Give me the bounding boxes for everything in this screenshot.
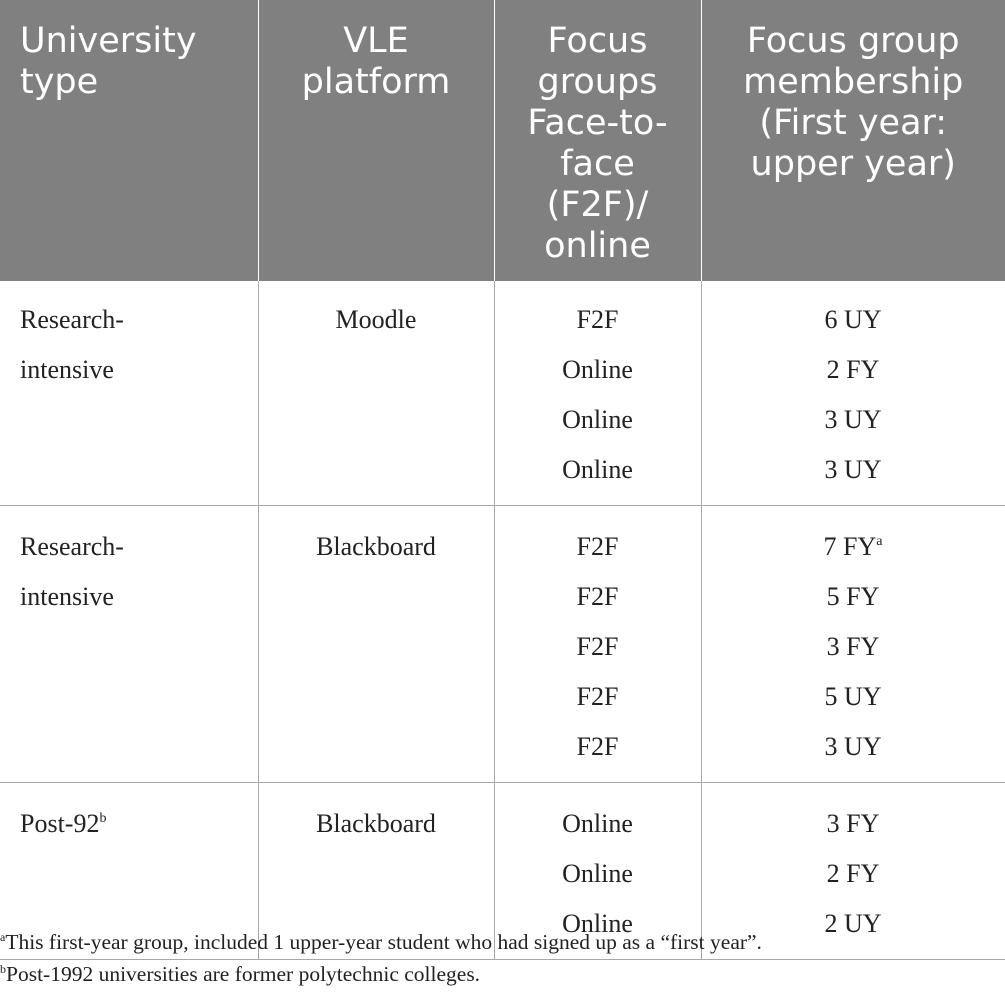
focus-group-mode: Online <box>562 455 633 484</box>
membership-value: 5 UY <box>824 682 882 711</box>
vle-platform-value: Moodle <box>335 305 417 334</box>
focus-group-table: University type VLE platform Focus group… <box>0 0 1005 960</box>
cell-membership: 7 FYa 5 FY 3 FY 5 UY 3 UY <box>700 505 1005 783</box>
header-vle-platform: VLE platform <box>257 0 494 281</box>
focus-group-mode: F2F <box>576 305 619 334</box>
table-footnotes: aThis first-year group, included 1 upper… <box>0 926 1005 990</box>
focus-group-mode: F2F <box>576 682 619 711</box>
membership-value: 3 FY <box>826 632 880 661</box>
cell-university-type: Post-92b <box>0 782 258 960</box>
university-type-line: Research- <box>20 305 124 334</box>
cell-membership: 3 FY 2 FY 2 UY <box>700 782 1005 960</box>
university-type-line: Research- <box>20 532 124 561</box>
membership-value: 2 UY <box>824 909 882 938</box>
footnote-marker: b <box>0 962 6 976</box>
focus-group-mode: F2F <box>576 532 619 561</box>
university-type-line: intensive <box>20 582 114 611</box>
membership-value: 3 FY <box>826 809 880 838</box>
footnote-text: Post-1992 universities are former polyte… <box>6 962 481 986</box>
membership-entry: 3 UY <box>722 445 985 495</box>
membership-entry: 5 FY <box>722 572 985 622</box>
header-row: University type VLE platform Focus group… <box>0 0 1005 281</box>
header-university-type: University type <box>0 0 258 281</box>
header-membership: Focus group membership (First year: uppe… <box>700 0 1005 281</box>
footnote-marker: a <box>876 534 883 549</box>
footnote-a: aThis first-year group, included 1 upper… <box>0 926 1005 958</box>
cell-focus-group-mode: F2F F2F F2F F2F F2F <box>493 505 701 783</box>
header-focus-groups: Focus groups Face-to-face (F2F)/ online <box>493 0 701 281</box>
cell-vle-platform: Blackboard <box>257 505 494 783</box>
cell-vle-platform: Moodle <box>257 281 494 506</box>
focus-group-mode: Online <box>562 355 633 384</box>
cell-vle-platform: Blackboard <box>257 782 494 960</box>
membership-entry: 3 FY <box>722 622 985 672</box>
cell-membership: 6 UY 2 FY 3 UY 3 UY <box>700 281 1005 506</box>
membership-entry: 3 FY <box>722 799 985 849</box>
membership-entry: 3 UY <box>722 395 985 445</box>
table-row: Research-intensive Moodle F2F Online Online O… <box>0 281 1005 506</box>
membership-value: 5 FY <box>826 582 880 611</box>
focus-group-mode: Online <box>562 405 633 434</box>
university-type-text: Post-92 <box>20 809 100 838</box>
membership-entry: 6 UY <box>722 295 985 345</box>
focus-group-mode: Online <box>562 909 633 938</box>
footnote-marker: a <box>0 930 6 944</box>
focus-group-mode: F2F <box>576 732 619 761</box>
membership-entry: 3 UY <box>722 722 985 772</box>
focus-group-mode: F2F <box>576 632 619 661</box>
table-row: Post-92b Blackboard Online Online Online 3 FY… <box>0 782 1005 960</box>
membership-value: 3 UY <box>824 455 882 484</box>
cell-focus-group-mode: Online Online Online <box>493 782 701 960</box>
membership-entry: 5 UY <box>722 672 985 722</box>
membership-value: 3 UY <box>824 405 882 434</box>
membership-entry: 2 FY <box>722 345 985 395</box>
vle-platform-value: Blackboard <box>316 532 436 561</box>
table-row: Research-intensive Blackboard F2F F2F F2F F2F… <box>0 505 1005 783</box>
focus-group-mode: F2F <box>576 582 619 611</box>
membership-entry: 2 FY <box>722 849 985 899</box>
university-type-line: Post-92b <box>20 799 238 849</box>
footnote-text: This first-year group, included 1 upper-… <box>5 930 762 954</box>
table-body: Research-intensive Moodle F2F Online Online O… <box>0 281 1005 960</box>
membership-value: 7 FY <box>823 532 877 561</box>
table-header: University type VLE platform Focus group… <box>0 0 1005 281</box>
membership-value: 6 UY <box>824 305 882 334</box>
focus-group-mode: Online <box>562 859 633 888</box>
focus-group-mode: Online <box>562 809 633 838</box>
cell-focus-group-mode: F2F Online Online Online <box>493 281 701 506</box>
cell-university-type: Research-intensive <box>0 505 258 783</box>
membership-value: 2 FY <box>826 859 880 888</box>
membership-entry: 2 UY <box>722 899 985 949</box>
vle-platform-value: Blackboard <box>316 809 436 838</box>
footnote-b: bPost-1992 universities are former polyt… <box>0 958 1005 990</box>
university-type-line: intensive <box>20 355 114 384</box>
membership-value: 2 FY <box>826 355 880 384</box>
membership-value: 3 UY <box>824 732 882 761</box>
membership-entry: 7 FYa <box>722 522 985 572</box>
cell-university-type: Research-intensive <box>0 281 258 506</box>
footnote-marker: b <box>99 811 107 826</box>
